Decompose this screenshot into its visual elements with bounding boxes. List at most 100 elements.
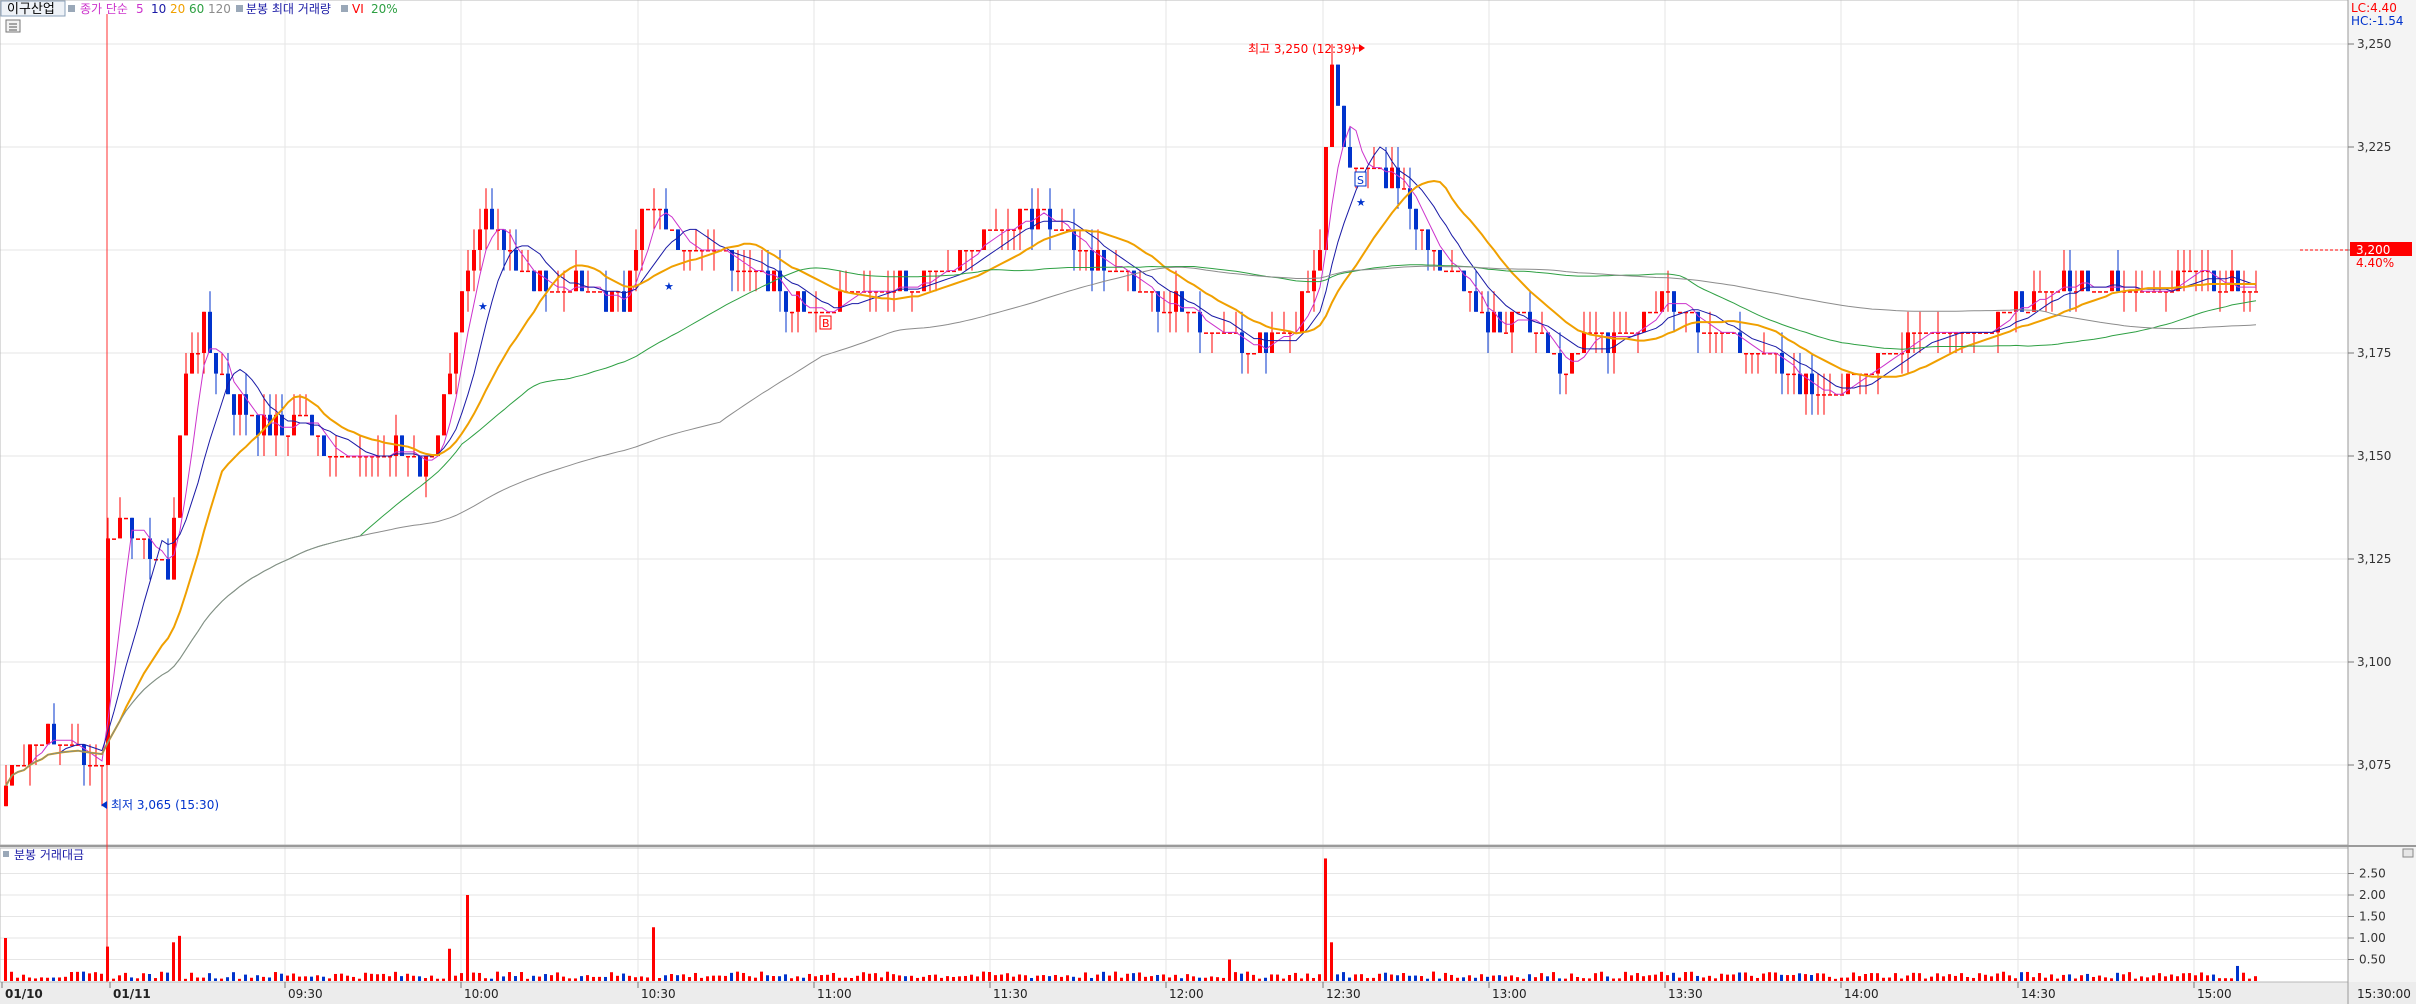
volume-bar [1582, 978, 1585, 981]
volume-bar [1384, 972, 1387, 981]
candle [1042, 208, 1046, 211]
volume-bar [826, 974, 829, 981]
candle [124, 517, 128, 520]
volume-bar [1750, 975, 1753, 981]
candle [2008, 311, 2012, 314]
volume-bar [538, 976, 541, 981]
candle [1720, 332, 1724, 353]
candle [2062, 250, 2066, 292]
volume-bar [1318, 974, 1321, 981]
volume-bar [880, 977, 883, 981]
time-tick-label: 12:00 [1169, 987, 1204, 1001]
candle [334, 435, 338, 477]
volume-bar [1354, 974, 1357, 981]
candle [1738, 311, 1742, 353]
candle [1156, 291, 1160, 333]
settings-icon[interactable] [5, 19, 21, 33]
volume-bar [1870, 973, 1873, 981]
volume-bar [922, 976, 925, 981]
volume-bar [1984, 974, 1987, 981]
candle [634, 229, 638, 292]
candle [130, 517, 134, 559]
candle [2236, 270, 2240, 292]
volume-bar [652, 927, 655, 981]
time-tick-label: 14:00 [1844, 987, 1879, 1001]
volume-bar [1006, 973, 1009, 981]
volume-bar [1390, 974, 1393, 981]
candle [1630, 332, 1634, 334]
candle [1990, 332, 1994, 334]
candle [262, 394, 266, 456]
ma120-line [5, 265, 2257, 786]
candle [2074, 270, 2078, 312]
current-price: 3,200 [2356, 243, 2390, 257]
volume-bar [442, 978, 445, 981]
volume-bar [1192, 976, 1195, 981]
candle [1102, 250, 1106, 292]
volume-bar [82, 971, 85, 981]
volume-bar [562, 976, 565, 981]
candle [58, 744, 62, 765]
volume-bar [1030, 978, 1033, 981]
volume-bar [1678, 977, 1681, 981]
vi-value: 20% [371, 2, 398, 16]
volume-bar [1198, 977, 1201, 981]
candle [598, 291, 602, 293]
volume-bar [1990, 976, 1993, 981]
candle [1078, 229, 1082, 271]
volume-bar [40, 977, 43, 981]
volume-bar [1606, 976, 1609, 981]
volume-bar [694, 972, 697, 981]
volume-bar [34, 978, 37, 981]
time-tick-label: 11:30 [993, 987, 1028, 1001]
volume-bar [118, 975, 121, 981]
volume-bar [760, 971, 763, 981]
volume-bar [1462, 977, 1465, 981]
volume-bar [778, 976, 781, 981]
volume-bar [616, 975, 619, 981]
candle [1246, 353, 1250, 374]
candle [814, 291, 818, 333]
candle [1534, 332, 1538, 353]
candle [1348, 126, 1352, 168]
volume-bar [280, 973, 283, 981]
volume-bar [1534, 977, 1537, 981]
candle [1732, 332, 1736, 334]
candle [1330, 44, 1334, 147]
volume-bar [1732, 974, 1735, 981]
volume-bar [1156, 974, 1159, 981]
volume-bar [196, 977, 199, 981]
candle [196, 332, 200, 374]
volume-bar [1516, 977, 1519, 981]
candle [1618, 311, 1622, 334]
candle [1396, 147, 1400, 209]
volume-bar [514, 976, 517, 981]
volume-bar [310, 976, 313, 981]
volume-bar [94, 972, 97, 981]
volume-bar [1120, 977, 1123, 981]
panel-collapse-icon[interactable] [2402, 848, 2414, 858]
candle [586, 270, 590, 293]
hc-value: HC:-1.54 [2351, 14, 2404, 28]
candle [442, 394, 446, 436]
candle [466, 250, 470, 312]
candle [1528, 291, 1532, 333]
volume-bar [610, 972, 613, 981]
volume-bar [682, 974, 685, 981]
volume-bar [676, 975, 679, 981]
candle [1090, 229, 1094, 292]
volume-bar [1300, 978, 1303, 981]
time-tick-label: 13:30 [1668, 987, 1703, 1001]
candle [1204, 332, 1208, 334]
candle [1234, 311, 1238, 334]
volume-bar [2056, 978, 2059, 981]
candle [1264, 332, 1268, 374]
candle [1048, 188, 1052, 250]
volume-bar [1012, 976, 1015, 981]
candle [1510, 311, 1514, 353]
volume-bar [2254, 976, 2257, 981]
volume-bar [1654, 974, 1657, 981]
candle [1144, 291, 1148, 293]
candle [22, 744, 26, 767]
volume-bar [1522, 978, 1525, 981]
